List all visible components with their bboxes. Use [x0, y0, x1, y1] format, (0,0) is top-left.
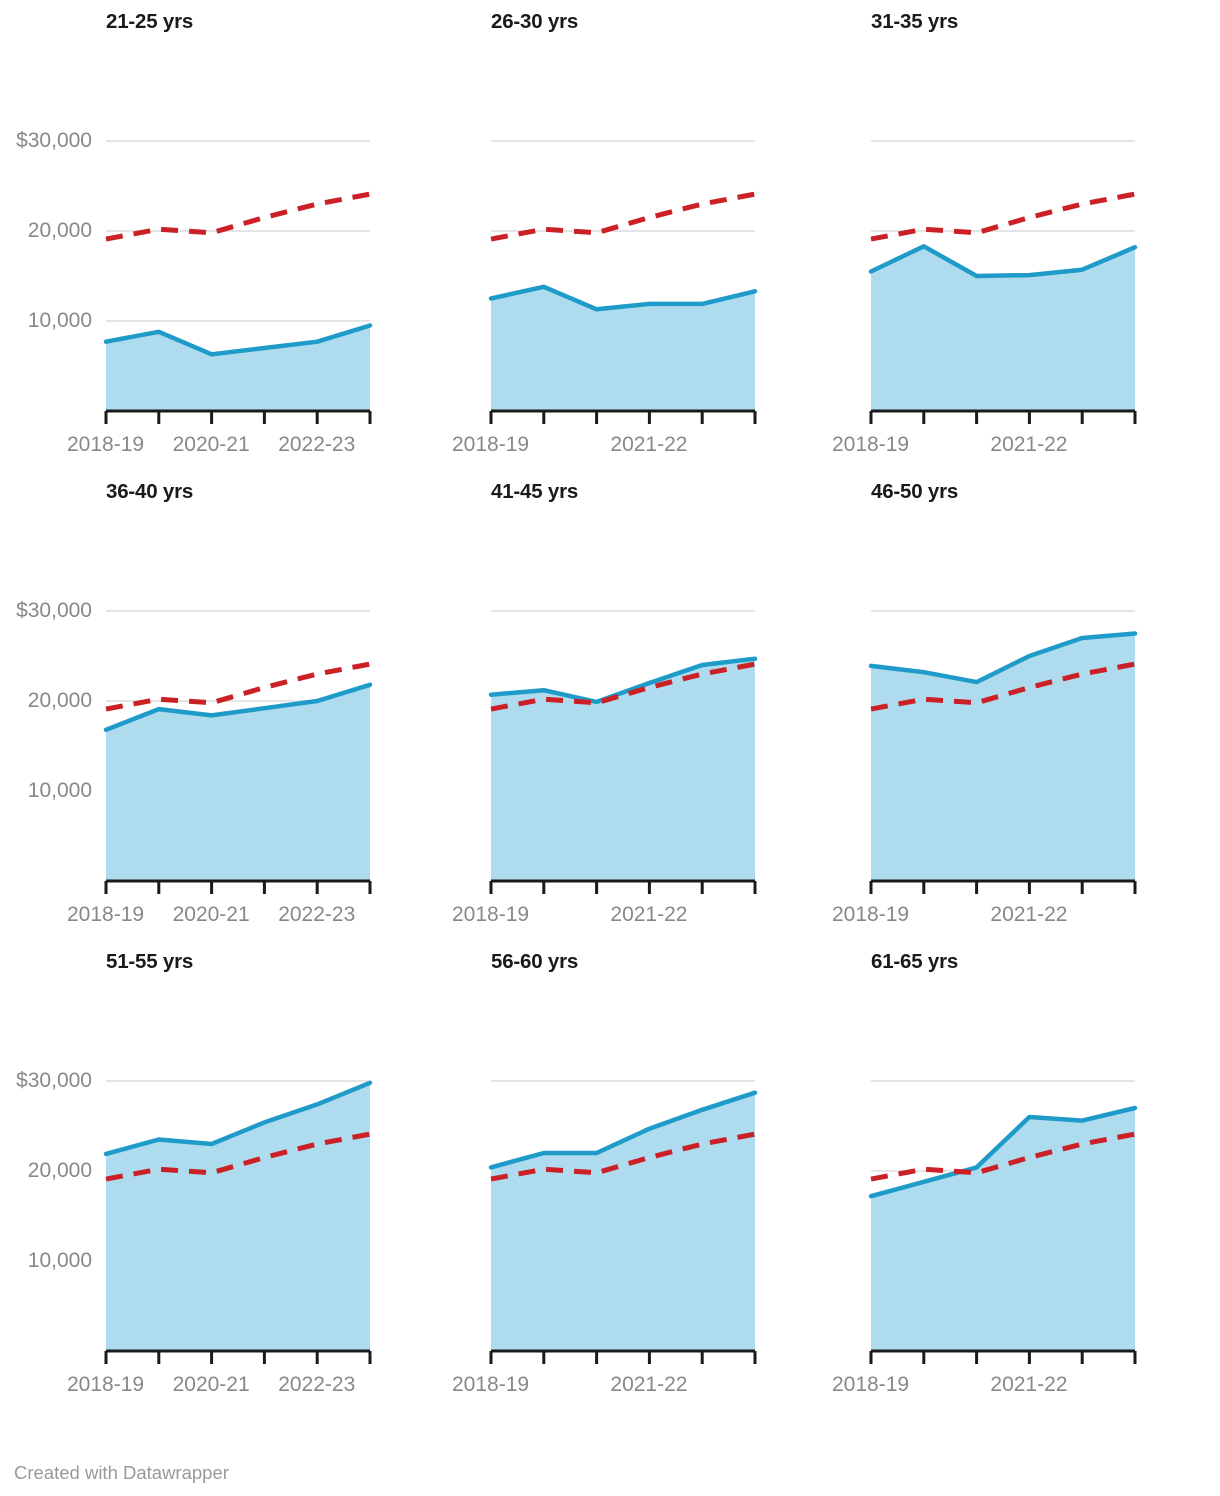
panel-plot-area — [0, 470, 390, 936]
panel-title: 41-45 yrs — [491, 480, 579, 503]
panel-title: 31-35 yrs — [871, 10, 959, 33]
panel-plot-area — [765, 940, 1155, 1406]
x-axis-tick-label: 2018-19 — [452, 903, 530, 926]
chart-panel-36-40-yrs: 36-40 yrs $30,000 20,000 10,000 2018-19 2020-… — [0, 470, 390, 936]
x-axis-tick-label: 2018-19 — [67, 903, 145, 926]
chart-panel-21-25-yrs: 21-25 yrs $30,000 20,000 10,000 2018-19 2020-… — [0, 0, 390, 466]
x-axis-tick-label: 2018-19 — [832, 433, 910, 456]
x-axis-tick-label: 2020-21 — [172, 433, 250, 456]
chart-panel-56-60-yrs: 56-60 yrs 2018-19 2021-22 — [385, 940, 775, 1406]
chart-panel-41-45-yrs: 41-45 yrs 2018-19 2021-22 — [385, 470, 775, 936]
x-axis-tick-label: 2021-22 — [610, 433, 688, 456]
x-axis-tick-label: 2021-22 — [610, 1373, 688, 1396]
panel-title: 61-65 yrs — [871, 950, 959, 973]
panel-plot-area — [385, 0, 775, 466]
y-axis-tick-label: 20,000 — [27, 1159, 92, 1182]
x-axis-tick-label: 2020-21 — [172, 903, 250, 926]
x-axis-tick-label: 2018-19 — [452, 1373, 530, 1396]
small-multiples-grid: 21-25 yrs $30,000 20,000 10,000 2018-19 2020-… — [0, 0, 1155, 1406]
x-axis-tick-label: 2021-22 — [610, 903, 688, 926]
panel-plot-area — [0, 0, 390, 466]
y-axis-tick-label: 20,000 — [27, 689, 92, 712]
x-axis-tick-label: 2021-22 — [990, 1373, 1068, 1396]
y-axis-tick-label: 10,000 — [27, 309, 92, 332]
y-axis-tick-label: 10,000 — [27, 1249, 92, 1272]
x-axis-tick-label: 2021-22 — [990, 433, 1068, 456]
x-axis-tick-label: 2018-19 — [832, 903, 910, 926]
panel-plot-area — [765, 0, 1155, 466]
panel-title: 56-60 yrs — [491, 950, 579, 973]
panel-title: 26-30 yrs — [491, 10, 579, 33]
x-axis-tick-label: 2021-22 — [990, 903, 1068, 926]
x-axis-tick-label: 2022-23 — [278, 433, 356, 456]
x-axis-tick-label: 2020-21 — [172, 1373, 250, 1396]
y-axis-tick-label: $30,000 — [16, 1069, 92, 1092]
y-axis-tick-label: $30,000 — [16, 129, 92, 152]
x-axis-tick-label: 2022-23 — [278, 903, 356, 926]
panel-plot-area — [765, 470, 1155, 936]
datawrapper-credit: Created with Datawrapper — [14, 1462, 229, 1483]
x-axis-tick-label: 2022-23 — [278, 1373, 356, 1396]
x-axis-tick-label: 2018-19 — [67, 1373, 145, 1396]
y-axis-tick-label: $30,000 — [16, 599, 92, 622]
x-axis-tick-label: 2018-19 — [832, 1373, 910, 1396]
panel-plot-area — [385, 940, 775, 1406]
chart-panel-51-55-yrs: 51-55 yrs $30,000 20,000 10,000 2018-19 2020-… — [0, 940, 390, 1406]
chart-panel-31-35-yrs: 31-35 yrs 2018-19 2021-22 — [765, 0, 1155, 466]
chart-panel-26-30-yrs: 26-30 yrs 2018-19 2021-22 — [385, 0, 775, 466]
y-axis-tick-label: 10,000 — [27, 779, 92, 802]
panel-title: 51-55 yrs — [106, 950, 194, 973]
x-axis-tick-label: 2018-19 — [67, 433, 145, 456]
panel-title: 36-40 yrs — [106, 480, 194, 503]
x-axis-tick-label: 2018-19 — [452, 433, 530, 456]
chart-panel-46-50-yrs: 46-50 yrs 2018-19 2021-22 — [765, 470, 1155, 936]
panel-title: 46-50 yrs — [871, 480, 959, 503]
panel-plot-area — [0, 940, 390, 1406]
panel-plot-area — [385, 470, 775, 936]
panel-title: 21-25 yrs — [106, 10, 194, 33]
y-axis-tick-label: 20,000 — [27, 219, 92, 242]
chart-panel-61-65-yrs: 61-65 yrs 2018-19 2021-22 — [765, 940, 1155, 1406]
